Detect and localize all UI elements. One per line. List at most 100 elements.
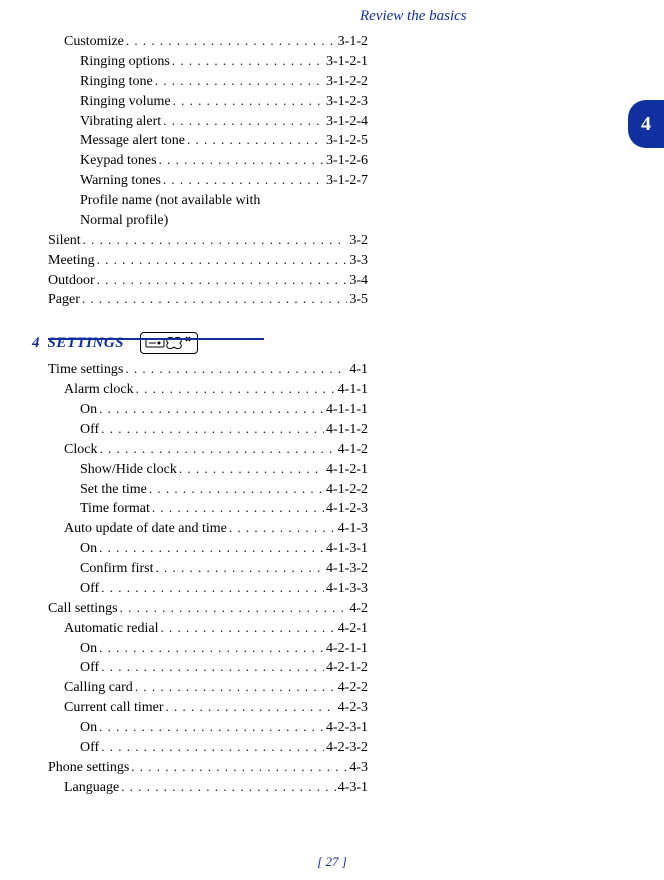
settings-icon <box>140 332 198 354</box>
toc-dots <box>99 400 324 420</box>
toc-num: 4-1-2-2 <box>326 480 368 500</box>
toc-num: 4-1-1-2 <box>326 420 368 440</box>
toc-dots <box>156 559 325 579</box>
toc-row: Language4-3-1 <box>32 778 368 798</box>
toc-label: On <box>80 718 97 738</box>
toc-dots <box>152 499 324 519</box>
toc-label: Calling card <box>64 678 133 698</box>
toc-dots <box>101 579 324 599</box>
toc-dots <box>135 678 336 698</box>
toc-dots <box>99 539 324 559</box>
toc-dots <box>125 360 347 380</box>
chapter-tab-num: 4 <box>641 113 651 136</box>
toc-dots <box>172 52 324 72</box>
toc-num: 3-4 <box>349 271 368 291</box>
toc-row: Keypad tones3-1-2-6 <box>32 151 368 171</box>
toc-dots <box>160 619 335 639</box>
toc-label: Silent <box>48 231 81 251</box>
toc-dots <box>179 460 324 480</box>
toc-row: Message alert tone 3-1-2-5 <box>32 131 368 151</box>
toc-dots <box>101 738 324 758</box>
toc-dots <box>163 112 324 132</box>
toc-label: Warning tones <box>80 171 161 191</box>
page-header: Review the basics <box>360 8 467 25</box>
toc-num: 3-1-2-4 <box>326 112 368 132</box>
toc-dots <box>99 440 335 460</box>
toc-row: Vibrating alert3-1-2-4 <box>32 112 368 132</box>
toc-row: Clock 4-1-2 <box>32 440 368 460</box>
toc-row: Ringing volume3-1-2-3 <box>32 92 368 112</box>
toc-num: 3-1-2 <box>338 32 368 52</box>
toc-num: 4-1-3-2 <box>326 559 368 579</box>
toc-dots <box>136 380 336 400</box>
toc-label: Call settings <box>48 599 118 619</box>
toc-num: 3-1-2-1 <box>326 52 368 72</box>
toc-row: On4-2-1-1 <box>32 639 368 659</box>
toc-num: 3-2 <box>349 231 368 251</box>
toc-row: Alarm clock 4-1-1 <box>32 380 368 400</box>
toc-num: 3-3 <box>349 251 368 271</box>
section-num: 4 <box>32 333 40 354</box>
toc-dots <box>101 658 324 678</box>
toc-num: 4-1-1-1 <box>326 400 368 420</box>
toc-row: Outdoor 3-4 <box>32 271 368 291</box>
toc-label: Time settings <box>48 360 123 380</box>
toc-row: Off4-1-3-3 <box>32 579 368 599</box>
toc-row: On 4-2-3-1 <box>32 718 368 738</box>
toc-dots <box>97 251 348 271</box>
toc-dots <box>120 599 348 619</box>
toc-num: 4-1-1 <box>338 380 368 400</box>
toc-label: Pager <box>48 290 80 310</box>
toc-row: Off4-2-1-2 <box>32 658 368 678</box>
toc-dots <box>187 131 324 151</box>
toc-num: 4-3-1 <box>338 778 368 798</box>
toc-row: Call settings4-2 <box>32 599 368 619</box>
toc-dots <box>83 231 348 251</box>
section-heading: 4 SETTINGS <box>32 324 368 354</box>
toc-dots <box>173 92 324 112</box>
toc-label: Auto update of date and time <box>64 519 227 539</box>
toc-num: 3-1-2-2 <box>326 72 368 92</box>
toc-dots <box>99 718 324 738</box>
toc-row: Off4-1-1-2 <box>32 420 368 440</box>
toc-label: Customize <box>64 32 124 52</box>
toc-label: Message alert tone <box>80 131 185 151</box>
toc-num: 4-1-3-1 <box>326 539 368 559</box>
content-column: Customize 3-1-2 Ringing options 3-1-2-1 Ring… <box>32 32 368 798</box>
header-title: Review the basics <box>360 8 467 24</box>
toc-row: Off4-2-3-2 <box>32 738 368 758</box>
wrap-line-2: Normal profile) <box>32 211 368 231</box>
toc-num: 3-1-2-3 <box>326 92 368 112</box>
toc-num: 4-2-3 <box>338 698 368 718</box>
toc-label: Set the time <box>80 480 147 500</box>
toc-row: Pager 3-5 <box>32 290 368 310</box>
toc-dots <box>166 698 336 718</box>
toc-row: Show/Hide clock4-1-2-1 <box>32 460 368 480</box>
toc-label: Phone settings <box>48 758 129 778</box>
toc-row: Phone settings4-3 <box>32 758 368 778</box>
toc-label: Outdoor <box>48 271 95 291</box>
toc-num: 4-2-3-2 <box>326 738 368 758</box>
toc-num: 4-2-3-1 <box>326 718 368 738</box>
toc-row: Warning tones3-1-2-7 <box>32 171 368 191</box>
toc-label: Alarm clock <box>64 380 134 400</box>
toc-label: Ringing options <box>80 52 170 72</box>
toc-num: 4-2-1 <box>338 619 368 639</box>
toc-label: Time format <box>80 499 150 519</box>
toc-num: 3-1-2-5 <box>326 131 368 151</box>
toc-num: 3-1-2-6 <box>326 151 368 171</box>
toc-label: Ringing tone <box>80 72 153 92</box>
toc-label: Meeting <box>48 251 95 271</box>
section-title: SETTINGS <box>48 333 125 354</box>
toc-row: Automatic redial4-2-1 <box>32 619 368 639</box>
toc-row: Confirm first4-1-3-2 <box>32 559 368 579</box>
toc-row: Set the time 4-1-2-2 <box>32 480 368 500</box>
toc-num: 4-1-2-1 <box>326 460 368 480</box>
toc-row: On4-1-3-1 <box>32 539 368 559</box>
toc-label: Clock <box>64 440 97 460</box>
toc-num: 4-1-2 <box>338 440 368 460</box>
toc-dots <box>101 420 324 440</box>
toc-num: 3-5 <box>349 290 368 310</box>
toc-dots <box>99 639 324 659</box>
toc-num: 4-1-3 <box>338 519 368 539</box>
